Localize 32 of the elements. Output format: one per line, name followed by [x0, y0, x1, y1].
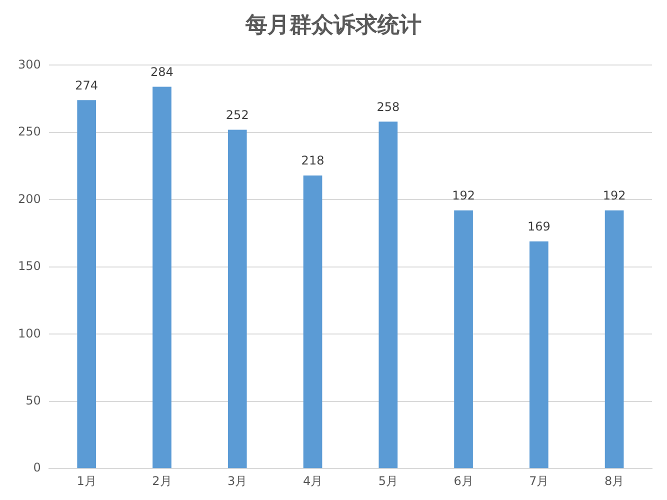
data-label: 252 — [226, 108, 249, 122]
data-label: 192 — [452, 188, 475, 203]
x-tick-label: 4月 — [302, 474, 323, 488]
bar — [228, 130, 247, 468]
data-label: 274 — [75, 78, 98, 92]
data-label: 258 — [376, 100, 400, 114]
x-tick-label: 7月 — [529, 474, 549, 488]
bar — [378, 122, 398, 468]
y-tick-label: 250 — [18, 124, 41, 139]
bar — [152, 86, 172, 468]
x-tick-label: 5月 — [378, 474, 398, 488]
data-label: 169 — [527, 219, 550, 234]
x-tick-label: 6月 — [454, 474, 474, 488]
bar — [303, 175, 322, 468]
bar — [529, 241, 548, 468]
data-label: 284 — [150, 64, 174, 79]
bar — [604, 210, 624, 468]
x-tick-label: 1月 — [76, 474, 96, 488]
x-tick-label: 8月 — [604, 474, 624, 488]
y-tick-label: 200 — [18, 192, 41, 206]
chart-title: 每月群众诉求统计 — [244, 11, 422, 40]
data-label: 218 — [301, 154, 324, 168]
bar — [454, 210, 473, 468]
data-label: 192 — [602, 188, 626, 203]
x-tick-label: 3月 — [228, 474, 248, 488]
x-tick-label: 2月 — [152, 474, 172, 488]
y-tick-label: 50 — [26, 393, 41, 408]
y-tick-label: 150 — [18, 259, 41, 274]
y-tick-label: 100 — [18, 326, 41, 340]
y-tick-label: 300 — [18, 57, 41, 72]
bar — [77, 100, 96, 468]
y-tick-label: 0 — [33, 460, 41, 475]
